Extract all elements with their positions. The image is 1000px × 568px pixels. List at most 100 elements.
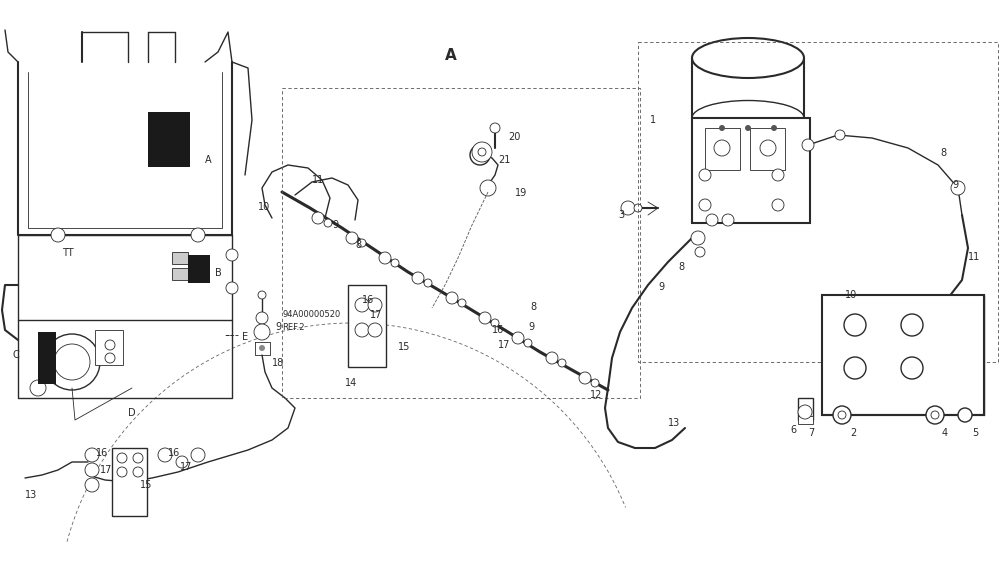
Text: 11: 11	[312, 175, 324, 185]
Circle shape	[558, 359, 566, 367]
Circle shape	[901, 357, 923, 379]
Text: 9: 9	[952, 180, 958, 190]
Circle shape	[424, 279, 432, 287]
Bar	[348, 285, 386, 367]
Circle shape	[226, 249, 238, 261]
Circle shape	[254, 324, 270, 340]
Text: 9: 9	[275, 322, 281, 332]
Circle shape	[412, 272, 424, 284]
Bar	[798, 416, 813, 424]
Circle shape	[105, 340, 115, 350]
Circle shape	[191, 228, 205, 242]
Bar	[798, 398, 813, 420]
Circle shape	[368, 298, 382, 312]
Circle shape	[745, 125, 751, 131]
Text: A: A	[205, 155, 212, 165]
Circle shape	[546, 352, 558, 364]
Circle shape	[355, 323, 369, 337]
Circle shape	[479, 312, 491, 324]
Text: 18: 18	[272, 358, 284, 368]
Circle shape	[191, 448, 205, 462]
Circle shape	[379, 252, 391, 264]
Text: TT: TT	[62, 248, 74, 258]
Text: 16: 16	[168, 448, 180, 458]
Circle shape	[105, 353, 115, 363]
Circle shape	[176, 456, 188, 468]
Text: 1: 1	[650, 115, 656, 125]
Text: C: C	[12, 350, 19, 360]
Circle shape	[324, 219, 332, 227]
Circle shape	[491, 319, 499, 327]
Bar	[705, 128, 740, 170]
Circle shape	[931, 411, 939, 419]
Text: 20: 20	[508, 132, 520, 142]
Circle shape	[478, 148, 486, 156]
Text: 15: 15	[140, 480, 152, 490]
Text: 13: 13	[668, 418, 680, 428]
Circle shape	[117, 453, 127, 463]
Text: 2: 2	[850, 428, 856, 438]
Text: 12: 12	[590, 390, 602, 400]
Circle shape	[838, 411, 846, 419]
Text: 7: 7	[808, 428, 814, 438]
Text: 17: 17	[498, 340, 510, 350]
Bar	[692, 118, 810, 223]
Circle shape	[368, 323, 382, 337]
Circle shape	[490, 123, 500, 133]
Text: 16: 16	[492, 325, 504, 335]
Circle shape	[579, 372, 591, 384]
Text: 15: 15	[398, 342, 410, 352]
Text: D: D	[128, 408, 136, 418]
Circle shape	[355, 298, 369, 312]
Circle shape	[772, 199, 784, 211]
Circle shape	[802, 139, 814, 151]
Text: 8: 8	[940, 148, 946, 158]
Circle shape	[480, 180, 496, 196]
Bar	[188, 255, 210, 283]
Bar	[172, 252, 188, 264]
Text: 17: 17	[370, 310, 382, 320]
Circle shape	[844, 357, 866, 379]
Circle shape	[226, 282, 238, 294]
Circle shape	[44, 334, 100, 390]
Circle shape	[358, 239, 366, 247]
Text: A: A	[445, 48, 457, 63]
Circle shape	[85, 448, 99, 462]
Circle shape	[472, 142, 492, 162]
Text: 17: 17	[100, 465, 112, 475]
Circle shape	[901, 314, 923, 336]
Text: E: E	[242, 332, 248, 342]
Text: B: B	[215, 268, 222, 278]
Circle shape	[844, 314, 866, 336]
Circle shape	[117, 467, 127, 477]
Text: 16: 16	[96, 448, 108, 458]
Text: 13: 13	[25, 490, 37, 500]
Circle shape	[958, 408, 972, 422]
Circle shape	[835, 130, 845, 140]
Circle shape	[85, 463, 99, 477]
Circle shape	[54, 344, 90, 380]
Circle shape	[926, 406, 944, 424]
Ellipse shape	[692, 38, 804, 78]
Text: 17: 17	[180, 462, 192, 472]
Circle shape	[833, 406, 851, 424]
Bar	[750, 128, 785, 170]
Circle shape	[30, 380, 46, 396]
Circle shape	[51, 228, 65, 242]
Text: 3: 3	[618, 210, 624, 220]
Circle shape	[458, 299, 466, 307]
Text: REF.2: REF.2	[282, 323, 305, 332]
Circle shape	[719, 125, 725, 131]
Circle shape	[722, 214, 734, 226]
Circle shape	[951, 181, 965, 195]
Circle shape	[771, 125, 777, 131]
Circle shape	[621, 201, 635, 215]
Circle shape	[133, 453, 143, 463]
Bar	[822, 295, 984, 415]
Circle shape	[512, 332, 524, 344]
Circle shape	[634, 204, 642, 212]
Text: 9: 9	[658, 282, 664, 292]
Bar	[112, 448, 147, 516]
Text: 9: 9	[332, 220, 338, 230]
Text: 8: 8	[355, 240, 361, 250]
